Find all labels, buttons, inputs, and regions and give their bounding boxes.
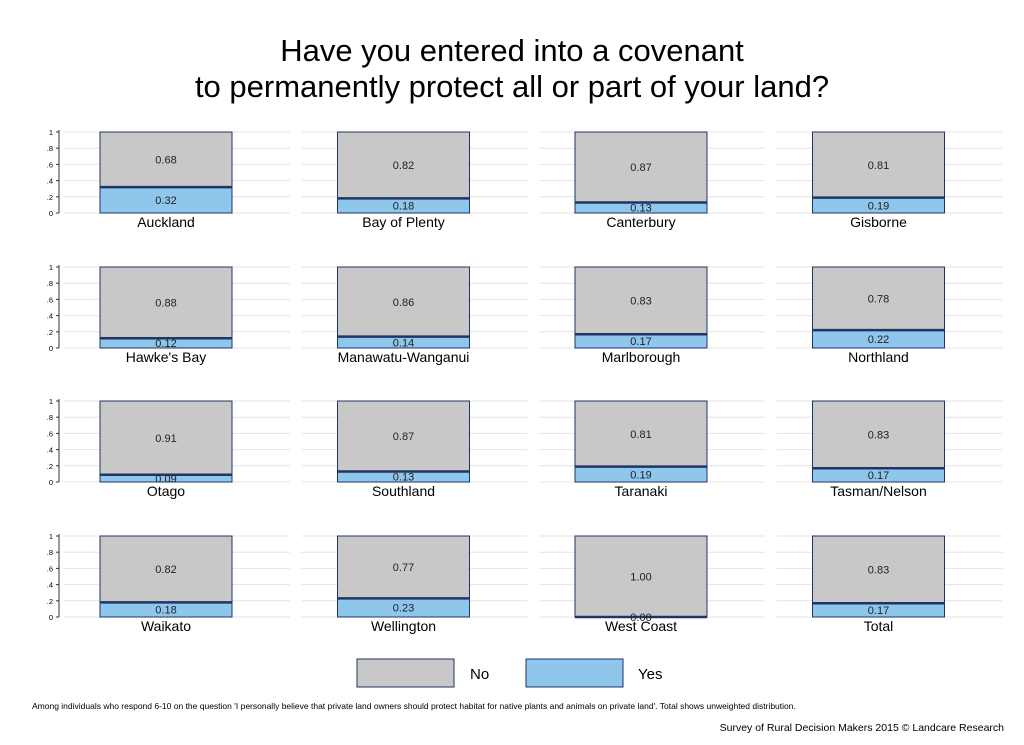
bar-no-otago xyxy=(99,400,233,476)
value-label-no: 0.78 xyxy=(868,294,889,306)
value-label-yes: 0.22 xyxy=(868,334,889,346)
panel-label-gisborne: Gisborne xyxy=(850,214,907,230)
value-label-yes: 0.13 xyxy=(393,472,414,484)
y-tick-label: .2 xyxy=(47,597,53,606)
y-tick-label: .6 xyxy=(47,295,53,304)
value-label-no: 0.81 xyxy=(868,160,889,172)
y-tick-label: .4 xyxy=(47,177,53,186)
panel-label-southland: Southland xyxy=(372,483,435,499)
bar-no-west-coast xyxy=(574,535,708,618)
legend-label-yes: Yes xyxy=(638,666,662,683)
bar-no-total xyxy=(812,535,945,604)
value-label-no: 0.88 xyxy=(155,298,176,310)
panel-label-otago: Otago xyxy=(147,483,185,499)
y-tick-label: 1 xyxy=(49,397,53,406)
bar-no-manawatu-wanganui xyxy=(337,266,470,338)
value-label-yes: 0.17 xyxy=(868,470,889,482)
value-label-yes: 0.32 xyxy=(155,195,176,207)
value-label-yes: 0.13 xyxy=(630,203,651,215)
y-tick-label: .8 xyxy=(47,413,53,422)
y-tick-label: .4 xyxy=(47,446,53,455)
bar-no-canterbury xyxy=(574,131,708,203)
value-label-yes: 0.23 xyxy=(393,603,414,615)
faceted-bar-chart: 0 .2 .4 .6 .8 1 0 .2 .4 .6 .8 1 0 .2 .4 .6 .8 1 0 .2 .4 .6 .8 1… xyxy=(47,128,1003,688)
legend-swatch-no xyxy=(356,658,455,688)
value-label-no: 0.68 xyxy=(155,155,176,167)
panel-label-northland: Northland xyxy=(848,349,909,365)
panel-label-tasman-nelson: Tasman/Nelson xyxy=(830,483,927,499)
y-tick-label: .6 xyxy=(47,160,53,169)
panel-label-auckland: Auckland xyxy=(137,214,195,230)
y-tick-label: 0 xyxy=(49,209,53,218)
value-label-no: 0.87 xyxy=(630,162,651,174)
value-label-yes: 0.14 xyxy=(393,337,414,349)
panel-label-hawke-s-bay: Hawke's Bay xyxy=(126,349,206,365)
bar-no-waikato xyxy=(99,535,233,603)
bar-no-tasman-nelson xyxy=(812,400,945,469)
y-tick-label: 0 xyxy=(49,344,53,353)
panel-label-taranaki: Taranaki xyxy=(615,483,668,499)
bar-yes-auckland xyxy=(99,186,233,214)
value-label-yes: 0.17 xyxy=(868,605,889,617)
legend-label-no: No xyxy=(470,666,489,683)
y-tick-label: .2 xyxy=(47,462,53,471)
value-label-no: 0.82 xyxy=(393,160,414,172)
y-tick-label: .8 xyxy=(47,144,53,153)
value-label-yes: 0.19 xyxy=(630,469,651,481)
bar-no-hawke-s-bay xyxy=(99,266,233,339)
panel-label-wellington: Wellington xyxy=(371,618,436,634)
panel-label-manawatu-wanganui: Manawatu-Wanganui xyxy=(338,349,470,365)
y-tick-label: .2 xyxy=(47,193,53,202)
y-tick-label: .8 xyxy=(47,279,53,288)
bar-no-bay-of-plenty xyxy=(337,131,470,199)
y-tick-label: .6 xyxy=(47,429,53,438)
value-label-no: 0.81 xyxy=(630,429,651,441)
bar-no-gisborne xyxy=(812,131,945,199)
value-label-yes: 0.17 xyxy=(630,336,651,348)
y-tick-label: 0 xyxy=(49,613,53,622)
value-label-no: 1.00 xyxy=(630,572,651,584)
y-tick-label: .2 xyxy=(47,328,53,337)
value-label-no: 0.86 xyxy=(393,297,414,309)
panel-label-waikato: Waikato xyxy=(141,618,191,634)
panel-label-total: Total xyxy=(864,618,894,634)
y-tick-label: 0 xyxy=(49,478,53,487)
value-label-no: 0.83 xyxy=(630,296,651,308)
value-label-yes: 0.09 xyxy=(155,473,176,485)
y-tick-label: 1 xyxy=(49,532,53,541)
chart-title: Have you entered into a covenant to perm… xyxy=(0,33,1024,105)
value-label-yes: 0.00 xyxy=(630,612,651,624)
chart-title-line-2: to permanently protect all or part of yo… xyxy=(194,69,830,104)
value-label-yes: 0.19 xyxy=(868,200,889,212)
y-tick-label: .4 xyxy=(47,312,53,321)
y-tick-label: 1 xyxy=(49,263,53,272)
value-label-yes: 0.18 xyxy=(393,201,414,213)
value-label-no: 0.82 xyxy=(155,564,176,576)
value-label-no: 0.91 xyxy=(155,433,176,445)
source-credit: Survey of Rural Decision Makers 2015 © L… xyxy=(719,722,1004,734)
panel-label-west-coast: West Coast xyxy=(605,618,677,634)
value-label-no: 0.87 xyxy=(393,431,414,443)
value-label-no: 0.83 xyxy=(868,430,889,442)
bar-no-southland xyxy=(337,400,470,472)
value-label-no: 0.77 xyxy=(393,562,414,574)
bar-no-auckland xyxy=(99,131,233,188)
y-tick-label: .6 xyxy=(47,564,53,573)
y-tick-label: .4 xyxy=(47,581,53,590)
footnote: Among individuals who respond 6-10 on th… xyxy=(32,701,796,711)
value-label-yes: 0.18 xyxy=(155,605,176,617)
legend-swatch-yes xyxy=(525,658,624,688)
y-tick-label: .8 xyxy=(47,548,53,557)
value-label-no: 0.83 xyxy=(868,565,889,577)
panel-label-canterbury: Canterbury xyxy=(606,214,675,230)
value-label-yes: 0.12 xyxy=(155,338,176,350)
panel-label-bay-of-plenty: Bay of Plenty xyxy=(362,214,445,230)
y-tick-label: 1 xyxy=(49,128,53,137)
chart-title-line-1: Have you entered into a covenant xyxy=(280,33,744,68)
panel-label-marlborough: Marlborough xyxy=(602,349,681,365)
